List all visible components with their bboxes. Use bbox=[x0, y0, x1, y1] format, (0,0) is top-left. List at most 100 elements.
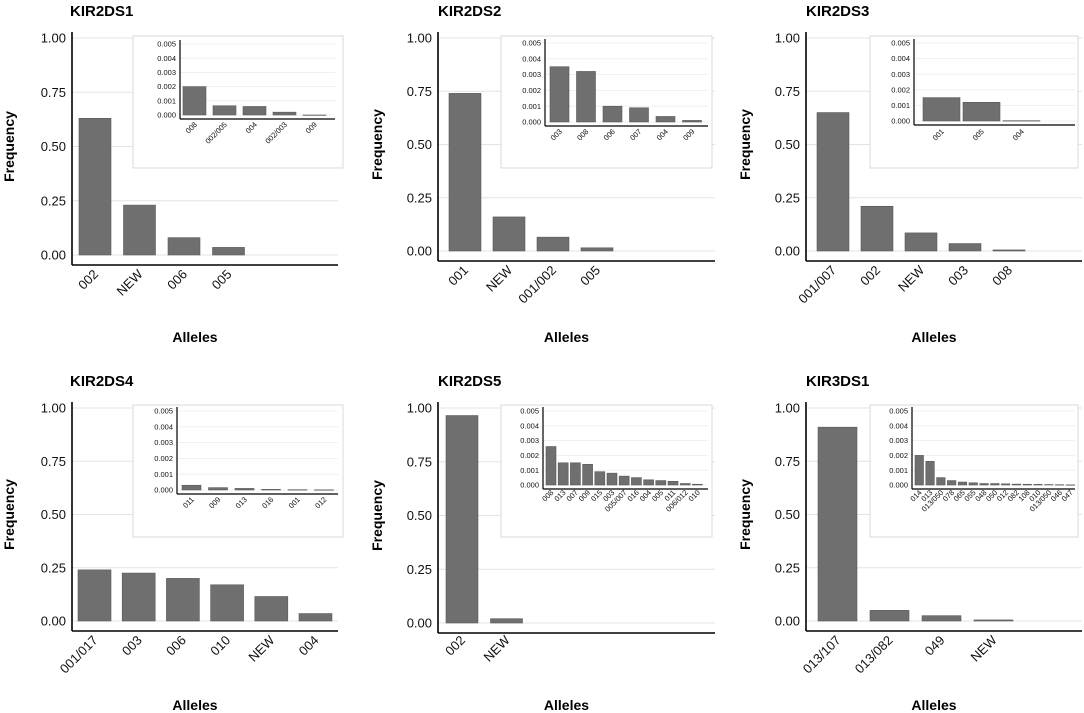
inset-y-tick-label: 0.002 bbox=[522, 86, 541, 95]
y-tick-label: 1.00 bbox=[41, 401, 66, 416]
x-tick-label: 004 bbox=[296, 633, 322, 659]
inset-bar bbox=[576, 71, 596, 123]
inset-bar bbox=[570, 462, 581, 486]
inset-y-tick-label: 0.005 bbox=[522, 39, 541, 48]
inset-y-tick-label: 0.004 bbox=[891, 54, 910, 63]
inset-bar bbox=[549, 66, 570, 123]
inset-y-tick-label: 0.002 bbox=[891, 85, 910, 94]
inset-bar bbox=[181, 484, 202, 491]
x-tick-label: 001/017 bbox=[57, 633, 101, 677]
y-tick-label: 0.00 bbox=[41, 614, 66, 629]
panel-title: KIR3DS1 bbox=[806, 373, 869, 390]
y-tick-label: 0.00 bbox=[407, 616, 432, 631]
inset-y-tick-label: 0.000 bbox=[889, 481, 908, 490]
inset-y-tick-label: 0.003 bbox=[154, 438, 173, 447]
x-tick-label: 003 bbox=[945, 263, 971, 289]
inset-bar bbox=[606, 472, 618, 486]
inset-bar bbox=[545, 446, 557, 486]
y-tick-label: 0.75 bbox=[775, 84, 800, 99]
inset-y-tick-label: 0.003 bbox=[522, 70, 541, 79]
inset-bar bbox=[925, 461, 935, 486]
inset-y-tick-label: 0.004 bbox=[157, 54, 176, 63]
y-tick-label: 0.25 bbox=[41, 193, 66, 208]
inset-bar bbox=[962, 101, 1001, 122]
inset-y-tick-label: 0.003 bbox=[889, 436, 908, 445]
inset-frame bbox=[500, 35, 713, 169]
y-tick-label: 0.25 bbox=[775, 190, 800, 205]
y-axis-label: Frequency bbox=[737, 479, 753, 550]
bar bbox=[121, 572, 156, 622]
x-tick-label: 005 bbox=[209, 267, 235, 293]
inset-y-tick-label: 0.002 bbox=[154, 454, 173, 463]
bar bbox=[904, 232, 938, 252]
inset-y-tick-label: 0.005 bbox=[889, 407, 908, 416]
inset-bar bbox=[1022, 483, 1032, 486]
bar bbox=[817, 426, 858, 622]
x-tick-label: 006 bbox=[163, 633, 189, 659]
inset-y-tick-label: 0.000 bbox=[891, 117, 910, 126]
bar bbox=[123, 204, 156, 256]
inset-y-tick-label: 0.001 bbox=[889, 466, 908, 475]
inset-y-tick-label: 0.004 bbox=[522, 54, 541, 63]
inset-y-tick-label: 0.000 bbox=[522, 118, 541, 127]
inset-bar bbox=[582, 463, 593, 486]
inset-y-tick-label: 0.001 bbox=[522, 102, 541, 111]
inset-bar bbox=[990, 483, 1000, 486]
inset-y-tick-label: 0.001 bbox=[520, 466, 539, 475]
panel-kir2ds1: 0.00 0.25 0.50 0.75 1.00 002 NEW 006 005 KIR2DS1 A… bbox=[1, 3, 344, 345]
x-tick-label: 010 bbox=[207, 633, 233, 659]
x-tick-label: 006 bbox=[164, 267, 190, 293]
bar bbox=[166, 578, 200, 622]
inset-y-tick-label: 0.002 bbox=[889, 451, 908, 460]
y-tick-label: 1.00 bbox=[407, 401, 432, 416]
panel-kir2ds3: 0.00 0.25 0.50 0.75 1.00 001/007 002 NEW 003 008 K… bbox=[737, 3, 1082, 345]
inset-y-tick-label: 0.000 bbox=[157, 111, 176, 120]
y-tick-label: 0.25 bbox=[407, 190, 432, 205]
inset-y-tick-label: 0.005 bbox=[157, 40, 176, 49]
inset-bar bbox=[234, 488, 255, 491]
y-axis-label: Frequency bbox=[369, 480, 385, 551]
panel-title: KIR2DS1 bbox=[70, 3, 133, 20]
y-tick-label: 1.00 bbox=[407, 31, 432, 46]
x-tick-label: NEW bbox=[895, 262, 928, 295]
inset-y-tick-label: 0.004 bbox=[520, 421, 539, 430]
x-axis-label: Alleles bbox=[172, 697, 217, 713]
inset-bar bbox=[922, 97, 961, 122]
x-tick-label: NEW bbox=[481, 632, 514, 665]
y-tick-label: 0.00 bbox=[775, 614, 800, 629]
bar bbox=[448, 93, 482, 252]
bar bbox=[973, 619, 1014, 622]
inset-bar bbox=[914, 455, 924, 486]
x-axis-label: Alleles bbox=[911, 329, 956, 345]
inset-bar bbox=[631, 477, 642, 486]
y-tick-label: 0.00 bbox=[41, 248, 66, 263]
y-tick-label: 0.50 bbox=[775, 137, 800, 152]
bar bbox=[492, 216, 526, 252]
bar bbox=[860, 205, 894, 252]
x-tick-label: 002 bbox=[857, 263, 883, 289]
inset-y-tick-label: 0.004 bbox=[154, 422, 173, 431]
y-axis-label: Frequency bbox=[737, 109, 753, 180]
y-tick-label: 0.25 bbox=[41, 560, 66, 575]
bar bbox=[77, 569, 112, 622]
panel-title: KIR2DS3 bbox=[806, 3, 869, 20]
y-tick-label: 0.50 bbox=[41, 139, 66, 154]
y-tick-label: 0.75 bbox=[41, 454, 66, 469]
x-tick-label: 001 bbox=[445, 263, 471, 289]
bar bbox=[816, 112, 850, 252]
inset-bar bbox=[242, 106, 267, 116]
bar bbox=[167, 237, 201, 256]
x-tick-label: 049 bbox=[922, 633, 948, 659]
inset-bar bbox=[1033, 484, 1043, 486]
inset-bar bbox=[212, 105, 237, 116]
x-axis-label: Alleles bbox=[911, 697, 956, 713]
inset-y-tick-label: 0.000 bbox=[154, 486, 173, 495]
inset-y-tick-label: 0.000 bbox=[520, 481, 539, 490]
x-tick-label: 008 bbox=[989, 263, 1015, 289]
x-axis-label: Alleles bbox=[544, 329, 589, 345]
y-axis-label: Frequency bbox=[1, 479, 17, 550]
bar bbox=[869, 610, 910, 622]
